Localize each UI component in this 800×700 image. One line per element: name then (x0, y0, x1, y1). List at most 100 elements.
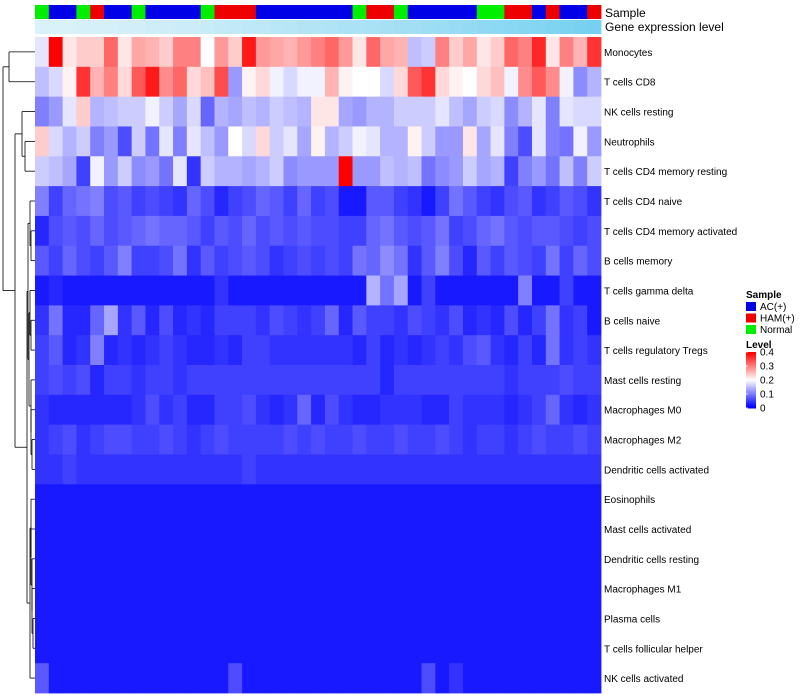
heatmap-cell (35, 603, 50, 634)
heatmap-cell (531, 394, 547, 426)
sample-annotation-cell (214, 5, 229, 19)
heatmap-cell (587, 186, 602, 217)
heatmap-cell (76, 454, 91, 485)
heatmap-cell (117, 573, 133, 604)
heatmap-cell (504, 215, 519, 247)
heatmap-cell (159, 484, 174, 515)
heatmap-cell (90, 573, 105, 604)
legend-gradient-segment (746, 389, 756, 392)
heatmap-cell (145, 394, 160, 426)
legend-level-gradient: 0.4 0.3 0.2 0.1 0 (746, 348, 774, 415)
heatmap-cell (573, 96, 588, 127)
heatmap-cell (76, 186, 91, 217)
heatmap-cell (338, 275, 353, 306)
heatmap-cell (76, 96, 91, 127)
heatmap-cell (186, 365, 202, 396)
heatmap-cell (407, 365, 422, 396)
heatmap-cell (545, 514, 560, 545)
heatmap-cell (297, 484, 312, 515)
heatmap-cell (200, 186, 215, 217)
heatmap-cell (366, 394, 381, 426)
heatmap-cell (421, 186, 436, 217)
heatmap-cell (573, 394, 588, 426)
heatmap-cell (297, 66, 312, 98)
heatmap-cell (283, 603, 298, 634)
heatmap-cell (393, 245, 409, 276)
heatmap-cell (490, 305, 505, 336)
heatmap-cell (173, 543, 188, 575)
heatmap-cell (159, 186, 174, 217)
heatmap-cell (435, 186, 450, 217)
heatmap-cell (435, 543, 450, 575)
heatmap-cell (283, 663, 298, 694)
heatmap-cell (449, 96, 464, 127)
heatmap-cell (62, 305, 77, 336)
heatmap-cell (366, 484, 381, 515)
heatmap-cell (269, 156, 284, 187)
heatmap-cell (518, 126, 533, 157)
legend-group-label: Normal (760, 325, 792, 336)
heatmap-cell (338, 365, 353, 396)
heatmap-cell (228, 424, 243, 455)
heatmap-cell (117, 335, 133, 366)
heatmap-cell (324, 215, 340, 247)
heatmap-cell (573, 543, 588, 575)
heatmap-cell (421, 514, 436, 545)
heatmap-cell (145, 573, 160, 604)
heatmap-cell (228, 484, 243, 515)
heatmap-cell (48, 573, 64, 604)
sample-annotation-cell (90, 5, 105, 19)
heatmap-cell (380, 484, 395, 515)
heatmap-cell (242, 633, 257, 664)
heatmap-cell (407, 245, 422, 276)
heatmap-cell (200, 424, 215, 455)
heatmap-cells (35, 37, 602, 694)
heatmap-cell (435, 335, 450, 366)
heatmap-cell (587, 603, 602, 634)
heatmap-cell (324, 66, 340, 98)
heatmap-cell (269, 424, 284, 455)
heatmap-cell (545, 573, 560, 604)
heatmap-cell (214, 663, 229, 694)
heatmap-cell (117, 66, 133, 98)
heatmap-cell (421, 66, 436, 98)
heatmap-cell (518, 37, 533, 68)
heatmap-cell (200, 603, 215, 634)
heatmap-cell (435, 514, 450, 545)
heatmap-cell (573, 186, 588, 217)
heatmap-cell (421, 484, 436, 515)
expression-annotation-cell (393, 20, 409, 34)
heatmap-cell (587, 156, 602, 187)
heatmap-cell (90, 514, 105, 545)
heatmap-cell (117, 633, 133, 664)
expression-annotation-cell (311, 20, 326, 34)
heatmap-cell (449, 454, 464, 485)
sample-annotation-cell (545, 5, 560, 19)
heatmap-cell (255, 96, 271, 127)
heatmap-cell (393, 305, 409, 336)
heatmap-cell (476, 484, 491, 515)
heatmap-cell (462, 514, 478, 545)
heatmap-cell (117, 603, 133, 634)
heatmap-cell (559, 514, 574, 545)
expression-annotation-cell (449, 20, 464, 34)
heatmap-cell (435, 365, 450, 396)
heatmap-cell (173, 633, 188, 664)
expression-annotation-cell (421, 20, 436, 34)
heatmap-cell (380, 454, 395, 485)
heatmap-cell (531, 633, 547, 664)
heatmap-cell (269, 126, 284, 157)
row-label: Macrophages M2 (604, 436, 682, 447)
heatmap-cell (200, 573, 215, 604)
heatmap-cell (559, 663, 574, 694)
heatmap-cell (587, 365, 602, 396)
heatmap-cell (366, 603, 381, 634)
heatmap-cell (587, 275, 602, 306)
heatmap-cell (545, 394, 560, 426)
heatmap-cell (504, 305, 519, 336)
heatmap-cell (131, 663, 146, 694)
heatmap-cell (545, 215, 560, 247)
heatmap-cell (311, 215, 326, 247)
heatmap-cell (104, 156, 119, 187)
legend-gradient-segment (746, 368, 756, 371)
